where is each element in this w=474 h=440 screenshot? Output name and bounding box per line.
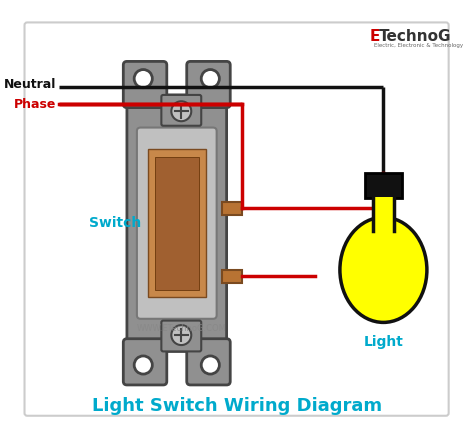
Text: WWW.ETechnoG.COM: WWW.ETechnoG.COM	[137, 324, 226, 333]
Circle shape	[134, 70, 152, 88]
Text: Phase: Phase	[14, 99, 56, 111]
Text: Electric, Electronic & Technology: Electric, Electronic & Technology	[374, 43, 464, 48]
Text: E: E	[370, 29, 380, 44]
Circle shape	[201, 356, 219, 374]
FancyBboxPatch shape	[25, 22, 449, 416]
FancyBboxPatch shape	[161, 321, 201, 352]
Circle shape	[171, 101, 191, 121]
Ellipse shape	[340, 217, 427, 323]
FancyBboxPatch shape	[161, 95, 201, 126]
Circle shape	[171, 325, 191, 345]
Bar	[222, 270, 242, 282]
Text: Light: Light	[364, 335, 403, 349]
FancyBboxPatch shape	[187, 339, 230, 385]
Text: Light Switch Wiring Diagram: Light Switch Wiring Diagram	[92, 397, 383, 415]
FancyBboxPatch shape	[137, 128, 217, 319]
Text: Switch: Switch	[89, 216, 141, 230]
Circle shape	[134, 356, 152, 374]
Bar	[155, 157, 199, 290]
Circle shape	[201, 70, 219, 88]
FancyBboxPatch shape	[123, 339, 167, 385]
FancyBboxPatch shape	[148, 149, 206, 297]
FancyBboxPatch shape	[127, 95, 227, 352]
Bar	[365, 173, 401, 198]
FancyBboxPatch shape	[187, 62, 230, 108]
Text: Neutral: Neutral	[4, 78, 56, 92]
FancyBboxPatch shape	[123, 62, 167, 108]
Bar	[222, 202, 242, 215]
Bar	[373, 198, 394, 231]
Text: TechnoG: TechnoG	[379, 29, 451, 44]
